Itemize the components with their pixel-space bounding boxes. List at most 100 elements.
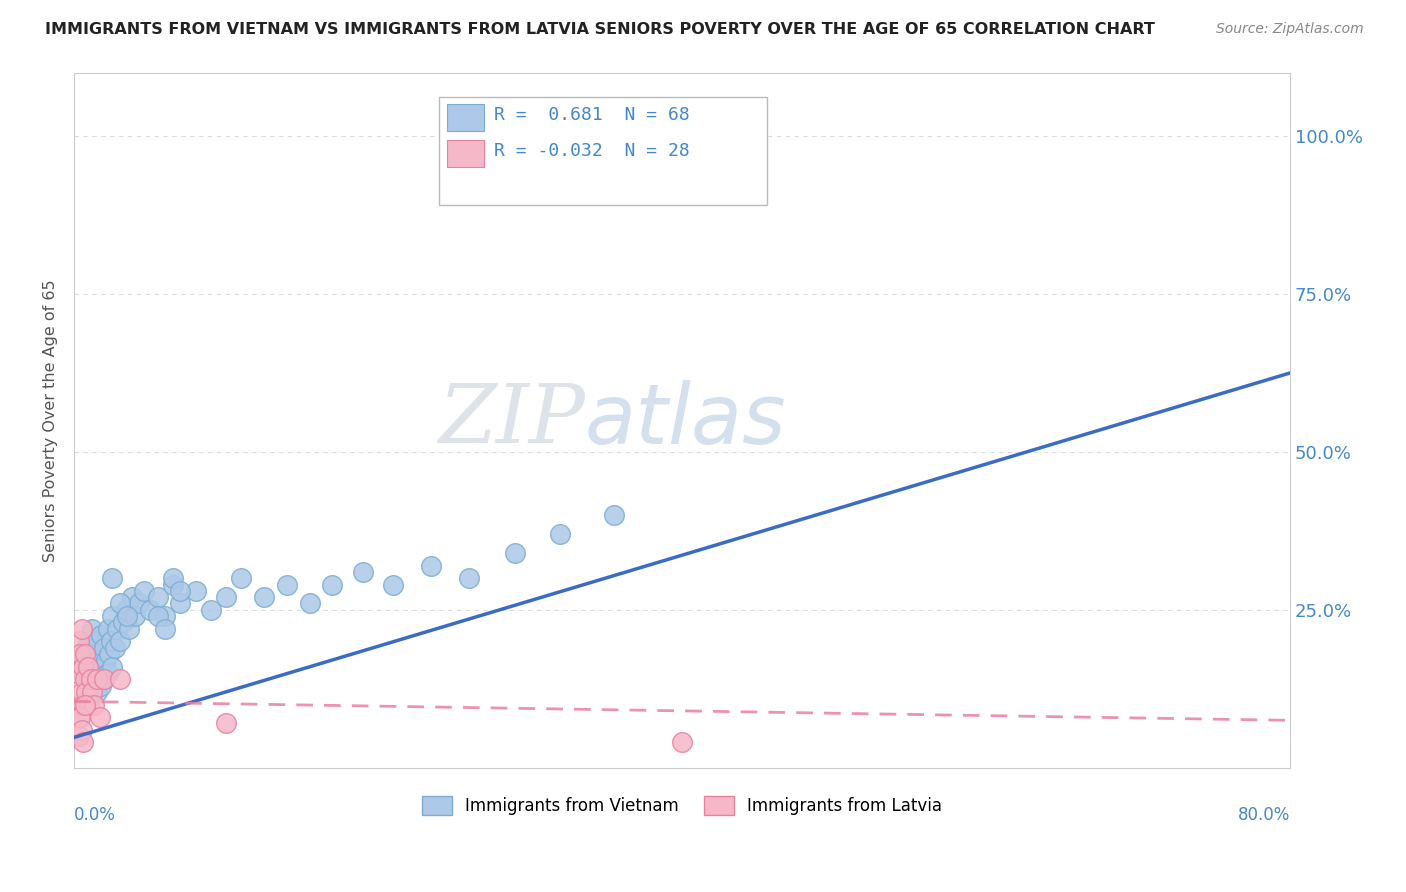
Point <box>79 634 101 648</box>
Point <box>70 685 93 699</box>
Point <box>101 609 124 624</box>
Point <box>75 685 97 699</box>
Point <box>169 597 191 611</box>
Point <box>100 634 122 648</box>
Point <box>104 640 127 655</box>
Point <box>69 710 91 724</box>
Point <box>169 583 191 598</box>
Point <box>84 659 107 673</box>
Point <box>420 558 443 573</box>
Point <box>96 665 118 680</box>
FancyBboxPatch shape <box>439 97 768 205</box>
Text: Source: ZipAtlas.com: Source: ZipAtlas.com <box>1216 22 1364 37</box>
Point <box>82 685 104 699</box>
Point <box>69 710 91 724</box>
Point <box>70 622 93 636</box>
Point <box>67 698 90 712</box>
Point <box>111 615 134 630</box>
Point <box>82 622 104 636</box>
Point <box>155 609 177 624</box>
Point <box>76 659 98 673</box>
Point <box>89 665 111 680</box>
Point <box>72 698 94 712</box>
Point <box>66 665 89 680</box>
Point <box>139 603 162 617</box>
Point <box>105 622 128 636</box>
Point <box>96 622 118 636</box>
Text: 80.0%: 80.0% <box>1237 805 1291 824</box>
Y-axis label: Seniors Poverty Over the Age of 65: Seniors Poverty Over the Age of 65 <box>44 279 58 562</box>
Point <box>108 634 131 648</box>
Text: IMMIGRANTS FROM VIETNAM VS IMMIGRANTS FROM LATVIA SENIORS POVERTY OVER THE AGE O: IMMIGRANTS FROM VIETNAM VS IMMIGRANTS FR… <box>45 22 1154 37</box>
FancyBboxPatch shape <box>447 140 484 167</box>
Point <box>162 577 184 591</box>
Point <box>146 590 169 604</box>
Point <box>80 673 103 687</box>
Point <box>117 609 139 624</box>
Point <box>73 698 96 712</box>
Point <box>75 640 97 655</box>
Point <box>98 647 121 661</box>
Point <box>93 673 115 687</box>
Text: R =  0.681  N = 68: R = 0.681 N = 68 <box>494 105 689 124</box>
Point <box>73 653 96 667</box>
Point <box>108 673 131 687</box>
Point <box>94 653 117 667</box>
Point <box>215 716 238 731</box>
Point <box>128 597 150 611</box>
Point <box>87 653 110 667</box>
Point <box>70 665 93 680</box>
Point <box>162 571 184 585</box>
Point <box>352 565 374 579</box>
Point <box>1340 129 1362 144</box>
Point <box>89 710 111 724</box>
Point <box>83 698 105 712</box>
Point <box>321 577 343 591</box>
Point <box>184 583 207 598</box>
Point <box>67 729 90 743</box>
Point <box>602 508 624 522</box>
Point <box>503 546 526 560</box>
Point <box>155 622 177 636</box>
Point <box>86 634 108 648</box>
Point <box>86 673 108 687</box>
Point <box>72 735 94 749</box>
Point <box>69 647 91 661</box>
Point <box>671 735 693 749</box>
Point <box>80 665 103 680</box>
Point <box>79 679 101 693</box>
Point <box>215 590 238 604</box>
Point <box>458 571 481 585</box>
Point <box>550 527 572 541</box>
Point <box>253 590 276 604</box>
Text: ZIP: ZIP <box>437 380 585 460</box>
Point <box>276 577 298 591</box>
Point <box>298 597 321 611</box>
Point <box>382 577 405 591</box>
Point <box>72 659 94 673</box>
Point <box>93 640 115 655</box>
Point <box>231 571 253 585</box>
Point <box>83 673 105 687</box>
Point <box>72 698 94 712</box>
Point <box>70 723 93 737</box>
Point <box>67 634 90 648</box>
Point <box>101 571 124 585</box>
Point <box>86 685 108 699</box>
Point <box>79 698 101 712</box>
Point <box>121 590 143 604</box>
Point <box>90 679 112 693</box>
Point <box>73 673 96 687</box>
Point <box>146 609 169 624</box>
Point <box>108 597 131 611</box>
Point <box>118 622 141 636</box>
Point <box>67 647 90 661</box>
Point <box>93 673 115 687</box>
Text: atlas: atlas <box>585 380 786 461</box>
Point <box>114 603 136 617</box>
Point <box>76 659 98 673</box>
Point <box>75 685 97 699</box>
Point <box>91 659 114 673</box>
Point <box>90 628 112 642</box>
Text: R = -0.032  N = 28: R = -0.032 N = 28 <box>494 142 689 160</box>
